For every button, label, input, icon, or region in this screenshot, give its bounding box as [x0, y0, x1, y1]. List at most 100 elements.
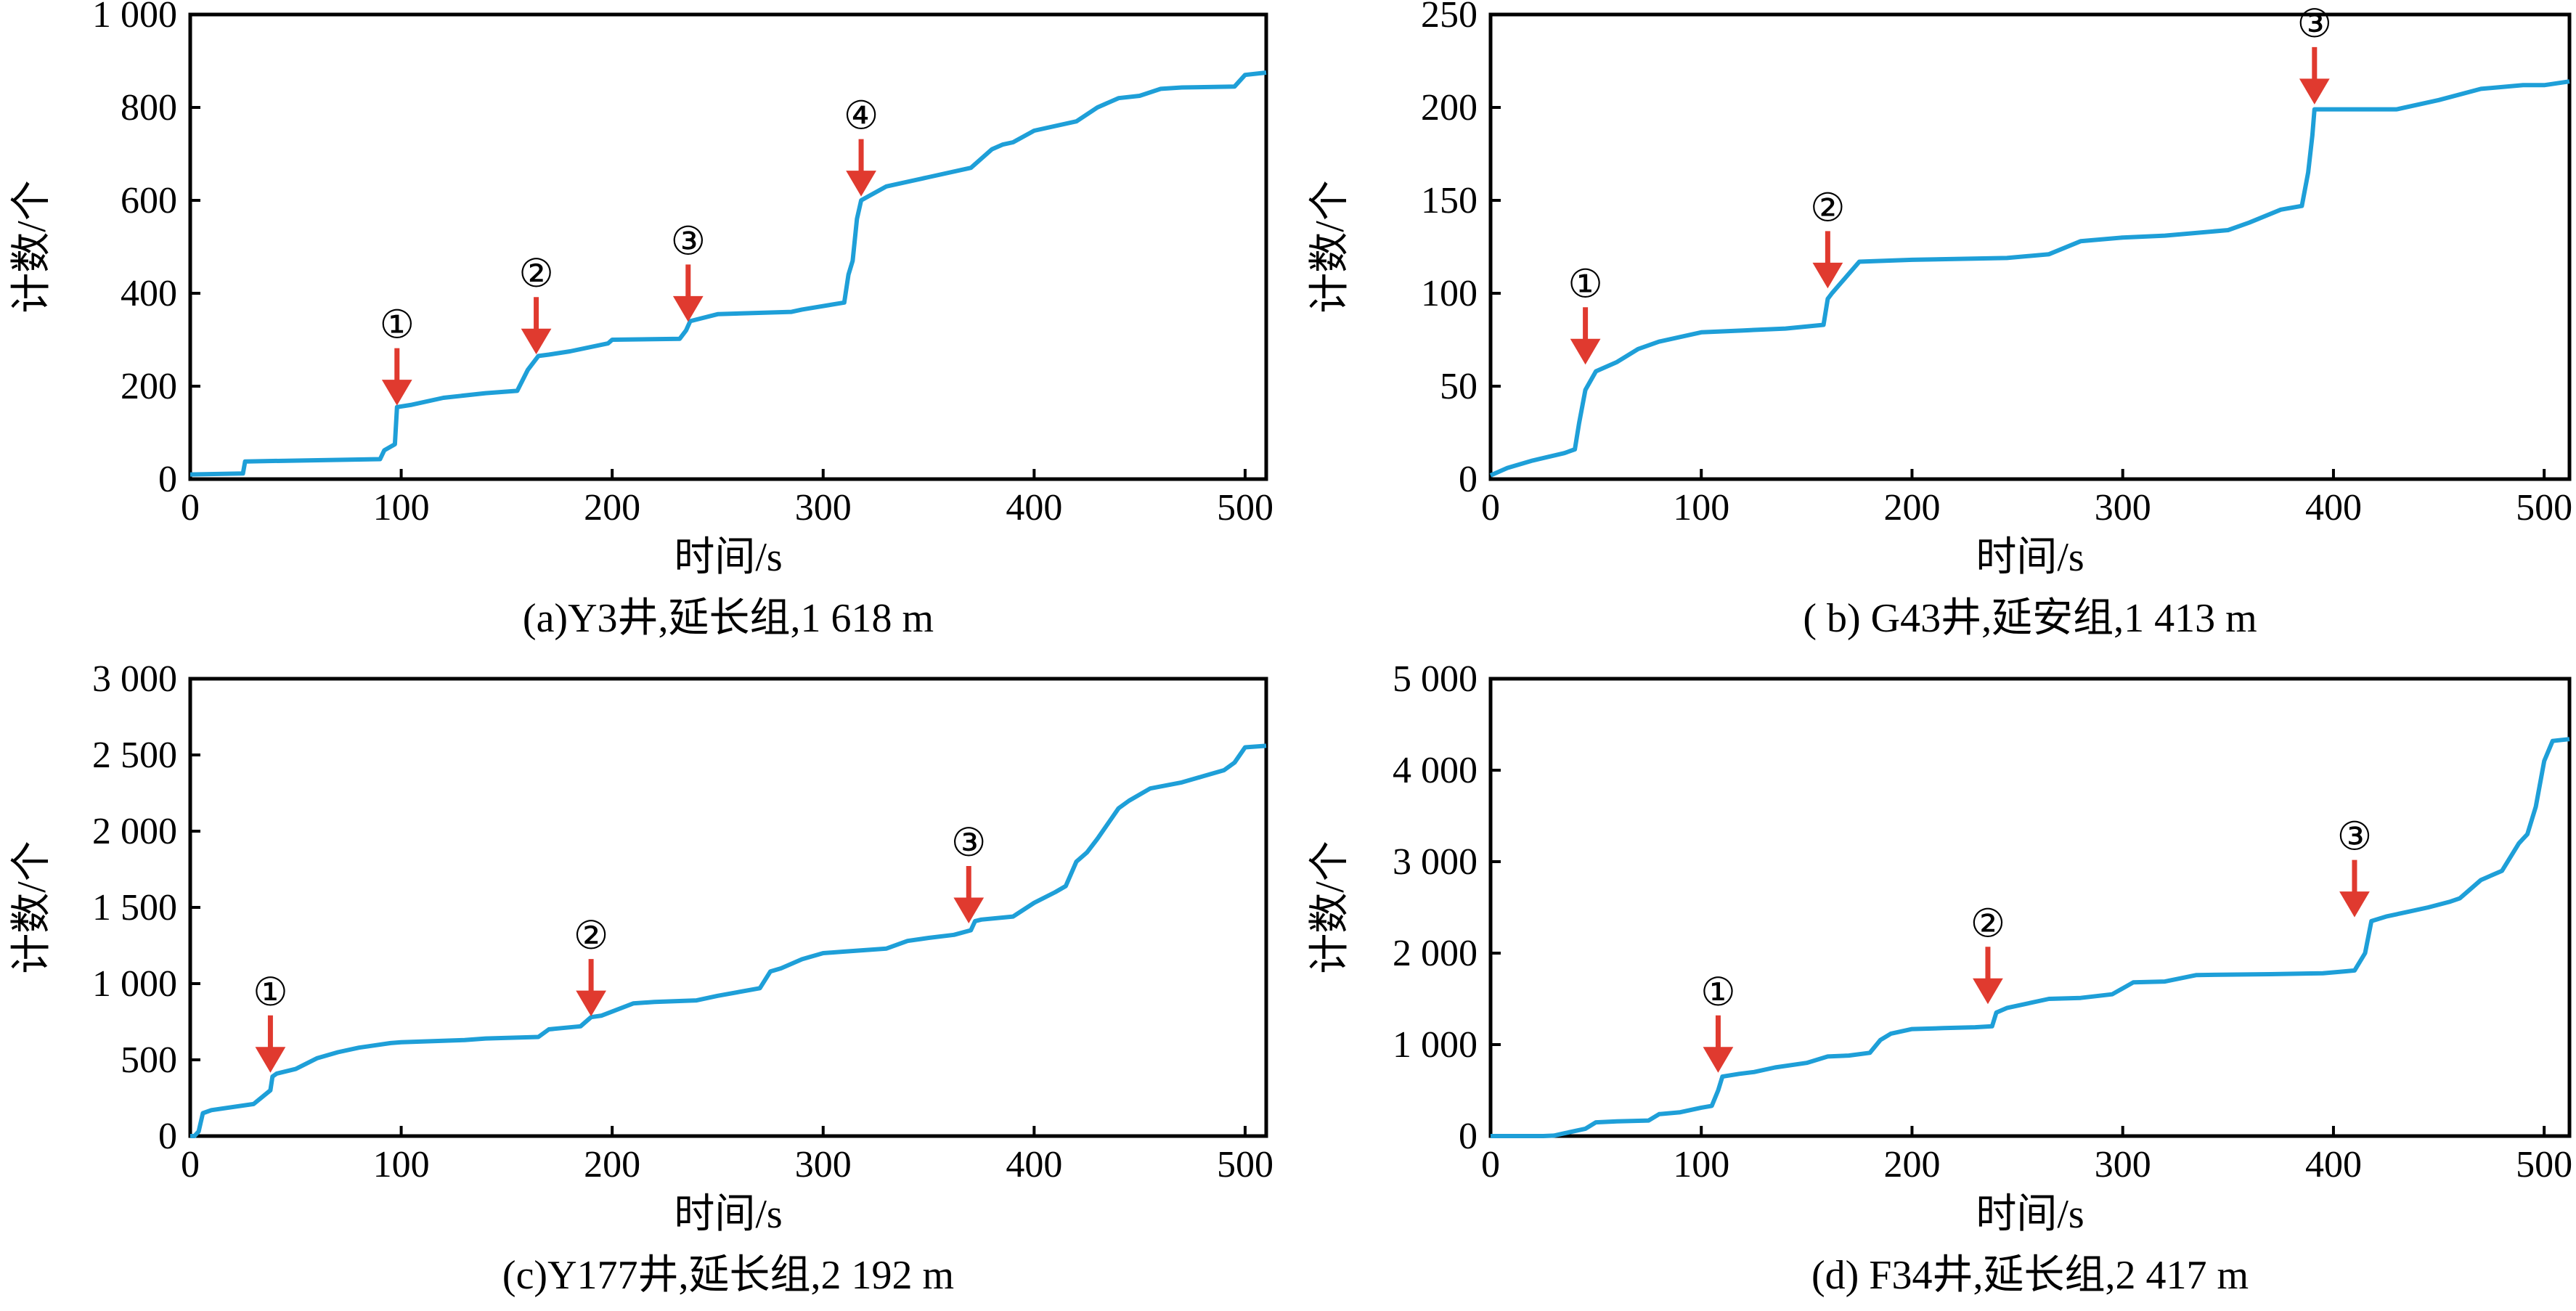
event-marker: ①: [380, 302, 415, 406]
x-tick-label: 300: [795, 487, 852, 528]
event-marker: ④: [844, 93, 879, 197]
series-line: [1491, 737, 2570, 1138]
marker-label: ①: [1700, 969, 1735, 1015]
x-tick-label: 400: [1006, 1144, 1062, 1185]
x-tick-label: 100: [373, 1144, 430, 1185]
marker-label: ④: [844, 93, 879, 139]
x-tick-label: 0: [1481, 1144, 1500, 1185]
event-marker: ①: [1700, 969, 1736, 1073]
event-marker: ③: [951, 820, 986, 923]
marker-label: ①: [253, 969, 288, 1015]
x-tick-label: 500: [2516, 487, 2572, 528]
marker-label: ③: [2337, 814, 2372, 859]
event-marker: ②: [1970, 900, 2005, 1005]
series-line: [190, 743, 1267, 1138]
arrow-down-icon: [1703, 1047, 1734, 1073]
marker-label: ②: [1970, 900, 2005, 946]
y-tick-label: 200: [121, 366, 177, 407]
y-tick-label: 800: [121, 87, 177, 128]
y-tick-label: 250: [1421, 0, 1477, 36]
panel-caption-a: (a)Y3井,延长组,1 618 m: [523, 596, 934, 641]
y-tick-label: 50: [1440, 366, 1477, 407]
panel-caption-c: (c)Y177井,延长组,2 192 m: [502, 1253, 954, 1298]
y-tick-label: 0: [1459, 459, 1477, 500]
x-tick-label: 200: [584, 487, 640, 528]
y-tick-label: 400: [121, 273, 177, 314]
event-marker: ③: [671, 218, 706, 322]
x-axis-label: 时间/s: [1976, 1192, 2084, 1237]
x-tick-label: 100: [373, 487, 430, 528]
x-tick-label: 200: [1883, 487, 1940, 528]
x-axis-label: 时间/s: [674, 1192, 782, 1237]
x-tick-label: 0: [181, 1144, 200, 1185]
arrow-down-icon: [521, 328, 552, 355]
arrow-down-icon: [255, 1047, 286, 1073]
plot-frame: [188, 12, 1268, 481]
event-marker: ②: [518, 250, 554, 355]
x-tick-label: 400: [2305, 487, 2362, 528]
arrow-down-icon: [1570, 338, 1601, 365]
series-line: [1489, 79, 2570, 478]
y-axis-label: 计数/个: [1308, 180, 1353, 314]
marker-label: ②: [1810, 184, 1845, 230]
x-tick-label: 100: [1673, 487, 1729, 528]
panel-a: 0 100 200 300 400 500 0 200 400 600 800 1 000 时间/s 计数…: [9, 0, 1273, 641]
marker-label: ①: [380, 302, 415, 348]
y-tick-label: 3 000: [92, 658, 177, 700]
plot-frame: [188, 677, 1268, 1138]
event-marker: ①: [253, 969, 288, 1073]
y-tick-label: 1 000: [1393, 1024, 1477, 1066]
y-tick-label: 2 000: [1393, 933, 1477, 974]
y-tick-label: 2 500: [92, 735, 177, 776]
arrow-down-icon: [2339, 891, 2370, 918]
arrow-down-icon: [1973, 978, 2003, 1005]
event-marker: ②: [574, 912, 608, 1017]
marker-label: ③: [951, 820, 986, 865]
plot-frame: [1488, 12, 2572, 481]
y-axis-label: 计数/个: [9, 180, 54, 314]
x-tick-label: 100: [1673, 1144, 1729, 1185]
x-tick-label: 500: [1217, 487, 1273, 528]
panel-d: 0 100 200 300 400 500 0 1 000 2 000 3 000 4 000 5 0…: [1308, 658, 2572, 1298]
y-tick-label: 3 000: [1393, 841, 1477, 883]
y-tick-label: 1 000: [92, 963, 177, 1005]
x-axis-label: 时间/s: [674, 535, 782, 580]
y-tick-label: 200: [1421, 87, 1477, 128]
event-marker: ②: [1810, 184, 1846, 289]
event-marker: ③: [2297, 1, 2332, 105]
y-tick-label: 4 000: [1393, 750, 1477, 791]
marker-label: ②: [574, 912, 608, 958]
arrow-down-icon: [576, 990, 606, 1017]
x-tick-label: 200: [1883, 1144, 1940, 1185]
x-tick-label: 500: [2516, 1144, 2572, 1185]
x-tick-label: 500: [1217, 1144, 1273, 1185]
panel-b: 0 100 200 300 400 500 0 50 100 150 200 250 时间/s 计数/个 (…: [1308, 0, 2572, 641]
plot-frame: [1488, 677, 2572, 1138]
y-tick-label: 1 000: [92, 0, 177, 36]
arrow-down-icon: [846, 171, 876, 197]
marker-label: ②: [518, 250, 553, 296]
y-axis-label: 计数/个: [1308, 841, 1353, 974]
series-line: [189, 70, 1267, 477]
y-tick-label: 600: [121, 180, 177, 221]
x-tick-label: 400: [2305, 1144, 2362, 1185]
y-tick-label: 0: [158, 1116, 177, 1157]
y-tick-label: 1 500: [92, 887, 177, 928]
y-tick-label: 2 000: [92, 811, 177, 852]
panel-caption-d: (d) F34井,延长组,2 417 m: [1811, 1253, 2249, 1298]
y-tick-label: 0: [158, 459, 177, 500]
arrow-down-icon: [953, 897, 985, 923]
arrow-down-icon: [2299, 78, 2330, 105]
panel-c: 0 100 200 300 400 500 0 500 1 000 1 500 2 000 2 500…: [9, 658, 1273, 1298]
arrow-down-icon: [672, 295, 704, 322]
x-tick-label: 300: [2095, 1144, 2151, 1185]
x-tick-label: 0: [181, 487, 200, 528]
arrow-down-icon: [381, 380, 412, 406]
y-tick-label: 150: [1421, 180, 1477, 221]
y-tick-label: 0: [1459, 1116, 1477, 1157]
y-tick-label: 5 000: [1393, 658, 1477, 700]
y-tick-label: 100: [1421, 273, 1477, 314]
x-tick-label: 300: [2095, 487, 2151, 528]
x-tick-label: 200: [584, 1144, 640, 1185]
